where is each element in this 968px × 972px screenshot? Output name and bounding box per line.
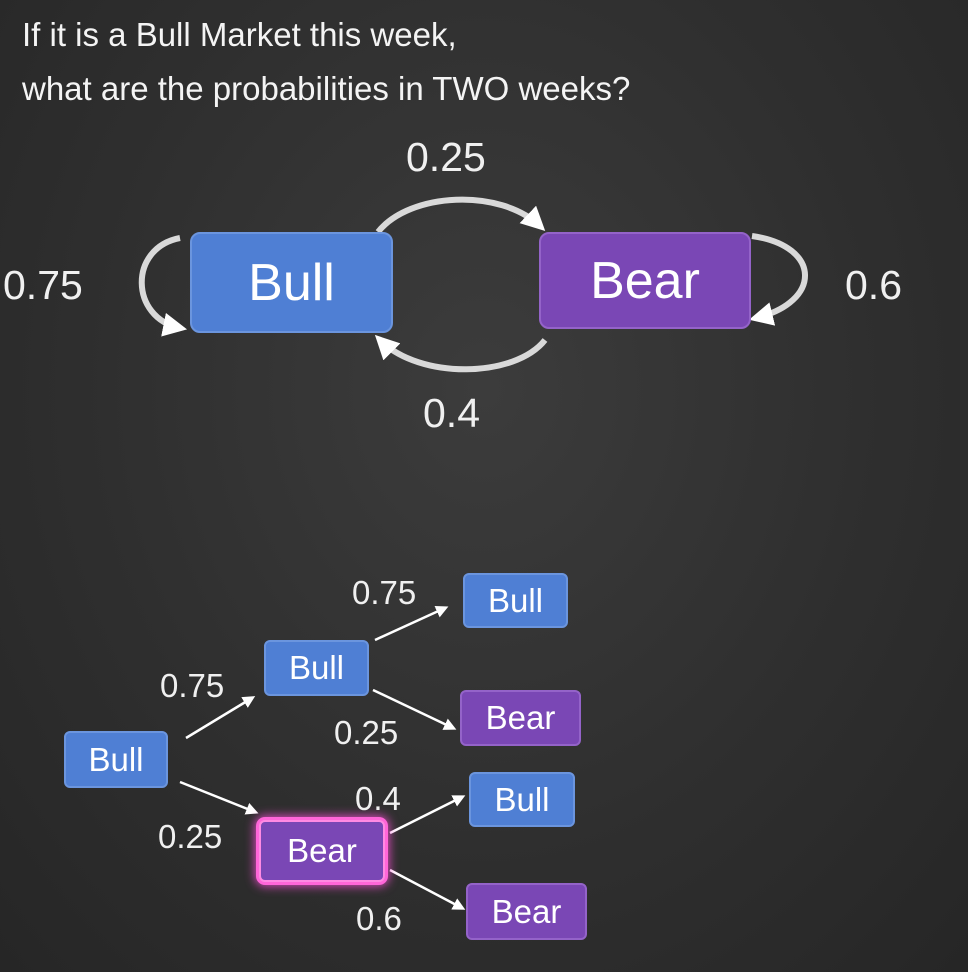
arrow-bull-to-bear: [375, 196, 546, 234]
tree-prob-label: 0.4: [355, 780, 401, 817]
tree-arrow-bear-to-bear: [389, 868, 466, 910]
tree-level1-node: Bear: [259, 820, 385, 882]
tree-arrow-bull-to-bull: [374, 605, 449, 642]
arrow-bull-self-loop: [138, 235, 188, 337]
tree-prob-label: 0.6: [356, 900, 402, 937]
tree-level2-node: Bear: [466, 883, 587, 940]
markov-prob-bear-to-bear: 0.6: [845, 262, 902, 308]
markov-prob-bull-to-bull: 0.75: [3, 262, 83, 308]
tree-level2-node: Bull: [469, 772, 575, 827]
arrow-bear-self-loop: [749, 233, 808, 326]
arrow-bear-to-bull: [374, 334, 548, 373]
tree-level2-node: Bull: [463, 573, 568, 628]
markov-node-bull: Bull: [190, 232, 393, 333]
tree-level2-node: Bear: [460, 690, 581, 746]
tree-arrow-bull-to-bear: [372, 688, 457, 730]
tree-prob-label: 0.75: [352, 574, 417, 611]
tree-root-node: Bull: [64, 731, 168, 788]
question-line-1: If it is a Bull Market this week,: [22, 16, 457, 53]
question-line-2: what are the probabilities in TWO weeks?: [22, 70, 631, 107]
tree-prob-label: 0.25: [334, 714, 399, 751]
markov-prob-bull-to-bear: 0.25: [406, 134, 486, 180]
tree-prob-label: 0.75: [160, 667, 225, 704]
markov-prob-bear-to-bull: 0.4: [423, 390, 480, 436]
markov-node-bear: Bear: [539, 232, 751, 329]
tree-arrow-bear-to-bull: [389, 795, 466, 835]
tree-arrow-root-to-bull: [185, 696, 256, 740]
tree-level1-node: Bull: [264, 640, 369, 696]
tree-arrow-root-to-bear: [179, 780, 259, 815]
tree-prob-label: 0.25: [158, 818, 223, 855]
